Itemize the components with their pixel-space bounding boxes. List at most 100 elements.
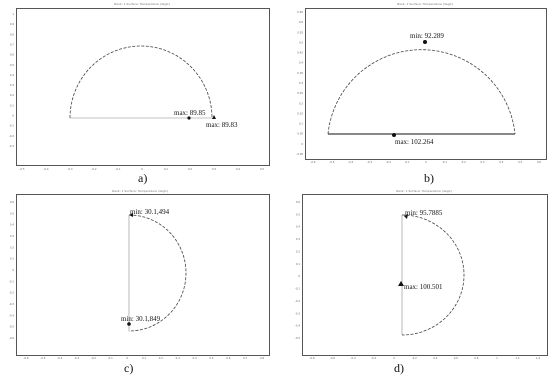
max-point-b: [392, 133, 396, 137]
min-marker-c-1: [129, 213, 133, 217]
y-tick-label: -0.1: [9, 279, 14, 283]
caption-b: b): [424, 171, 434, 185]
x-tick-label: 0.2: [188, 167, 192, 171]
x-tick-label: 0.6: [226, 356, 230, 360]
plot-frame-b: [305, 8, 547, 160]
x-ticks-d: -0.8 -0.6 -0.4 -0.2 0 0.2 0.4 0.6 0.8 1 1.2 1.4: [309, 356, 540, 360]
x-tick-label: -0.3: [67, 167, 72, 171]
y-tick-label: 0: [298, 274, 300, 278]
x-tick-label: -0.2: [386, 160, 391, 164]
y-tick-label: -0.1: [295, 287, 300, 291]
x-tick-label: 0.8: [474, 356, 478, 360]
x-tick-label: 0: [141, 167, 143, 171]
y-tick-label: 0.5: [10, 211, 14, 215]
y-tick-label: 0.2: [299, 101, 303, 105]
annotation-c-2: min: 30.1,849: [121, 315, 161, 323]
x-tick-label: -0.6: [330, 356, 335, 360]
x-tick-label: 1: [496, 356, 498, 360]
min-point-b: [423, 40, 427, 44]
y-tick-label: 0.4: [299, 61, 303, 65]
x-tick-label: 0.6: [537, 160, 541, 164]
x-tick-label: -0.4: [348, 160, 353, 164]
annotation-b-2: max: 102.264: [395, 138, 434, 146]
x-tick-label: 0.6: [454, 356, 458, 360]
caption-a: a): [138, 171, 148, 185]
y-tick-label: 0.35: [297, 71, 303, 75]
x-tick-label: 0.7: [243, 356, 247, 360]
annotation-d-1: min: 95.7885: [405, 209, 443, 217]
x-tick-label: -0.4: [57, 356, 62, 360]
x-tick-label: 0.4: [236, 167, 240, 171]
y-tick-label: 0.9: [10, 22, 14, 26]
y-tick-label: -0.5: [9, 325, 14, 329]
y-tick-label: 0.6: [10, 200, 14, 204]
y-tick-label: -0.6: [9, 336, 14, 340]
y-ticks-b: 0.65 0.6 0.55 0.5 0.45 0.4 0.35 0.3 0.25 0.2 0.15 0…: [296, 10, 303, 156]
x-tick-label: 0.1: [443, 160, 447, 164]
x-tick-label: 0.4: [193, 356, 197, 360]
x-tick-label: -0.2: [371, 356, 376, 360]
x-tick-label: 0.2: [159, 356, 163, 360]
y-tick-label: -0.4: [9, 313, 14, 317]
y-tick-label: 0.55: [297, 30, 303, 34]
y-tick-label: -0.4: [295, 324, 300, 328]
x-tick-label: 0: [393, 356, 395, 360]
y-tick-label: 0.1: [299, 122, 303, 126]
annotation-a-2: max: 89.83: [206, 121, 238, 129]
plot-d: Rank: 1 Surface: Temperature (degC) 0.6 0…: [295, 189, 540, 360]
y-tick-label: 0.4: [296, 225, 300, 229]
plot-frame-a: [16, 8, 270, 166]
y-tick-label: 0.1: [296, 262, 300, 266]
y-ticks-c: 0.6 0.5 0.4 0.3 0.2 0.1 0 -0.1 -0.2 -0.3 -0.4 -0.5 -…: [9, 200, 14, 340]
panel-d: Rank: 1 Surface: Temperature (degC) 0.6 0…: [286, 188, 549, 378]
y-tick-label: 0.8: [10, 32, 14, 36]
y-tick-label: 0.25: [297, 91, 303, 95]
plot-title-b: Rank: 1 Surface: Temperature (degC): [397, 2, 453, 6]
y-tick-label: 0.45: [297, 51, 303, 55]
caption-c: c): [124, 361, 134, 375]
x-tick-label: 0: [425, 160, 427, 164]
max-point-a-1: [187, 116, 191, 120]
x-tick-label: 0.2: [413, 356, 417, 360]
y-tick-label: 0.65: [297, 10, 303, 14]
y-tick-label: 0.5: [10, 63, 14, 67]
x-ticks-a: -0.5 -0.4 -0.3 -0.2 -0.1 0 0.1 0.2 0.3 0.4 0.5: [19, 167, 264, 171]
x-tick-label: -0.4: [351, 356, 356, 360]
annotation-d-2: max: 100.501: [404, 283, 443, 291]
x-tick-label: -0.1: [115, 167, 120, 171]
annotation-c-1: min: 30.1,494: [130, 208, 170, 216]
x-tick-label: -0.5: [329, 160, 334, 164]
plot-frame-d: [302, 194, 548, 356]
y-tick-label: 1: [12, 12, 14, 16]
x-tick-label: 0.5: [518, 160, 522, 164]
x-tick-label: -0.1: [405, 160, 410, 164]
x-tick-label: 1.4: [536, 356, 540, 360]
y-tick-label: 0.4: [10, 223, 14, 227]
x-tick-label: 1.2: [515, 356, 519, 360]
x-tick-label: 0: [126, 356, 128, 360]
y-tick-label: 0.2: [10, 93, 14, 97]
plot-title-a: Rank: 1 Surface: Temperature (degC): [114, 2, 170, 6]
y-tick-label: 0.6: [299, 20, 303, 24]
y-tick-label: 0.3: [299, 81, 303, 85]
y-tick-label: 0.3: [296, 237, 300, 241]
y-tick-label: -0.2: [295, 299, 300, 303]
y-tick-label: 0.6: [10, 53, 14, 57]
plot-title-d: Rank: 1 Surface: Temperature (degC): [396, 189, 452, 193]
x-tick-label: 0.3: [212, 167, 216, 171]
y-ticks-a: 1 0.9 0.8 0.7 0.6 0.5 0.4 0.3 0.2 0.1 0 -0.1 -0.2 -0.…: [9, 12, 14, 148]
annotation-a-1: max: 89.85: [174, 109, 206, 117]
y-tick-label: 0.1: [10, 103, 14, 107]
max-marker-a-2: [212, 115, 216, 119]
plot-frame-c: [16, 194, 270, 356]
y-tick-label: -0.5: [295, 336, 300, 340]
y-tick-label: -0.2: [9, 291, 14, 295]
y-tick-label: 0.2: [10, 245, 14, 249]
y-tick-label: 0.6: [296, 200, 300, 204]
x-tick-label: 0.5: [260, 167, 264, 171]
y-tick-label: -0.3: [9, 302, 14, 306]
semicircle-arc-c: [128, 214, 187, 332]
y-tick-label: 0.7: [10, 42, 14, 46]
annotation-b-1: min: 92.289: [410, 32, 444, 40]
x-tick-label: 0.4: [433, 356, 437, 360]
